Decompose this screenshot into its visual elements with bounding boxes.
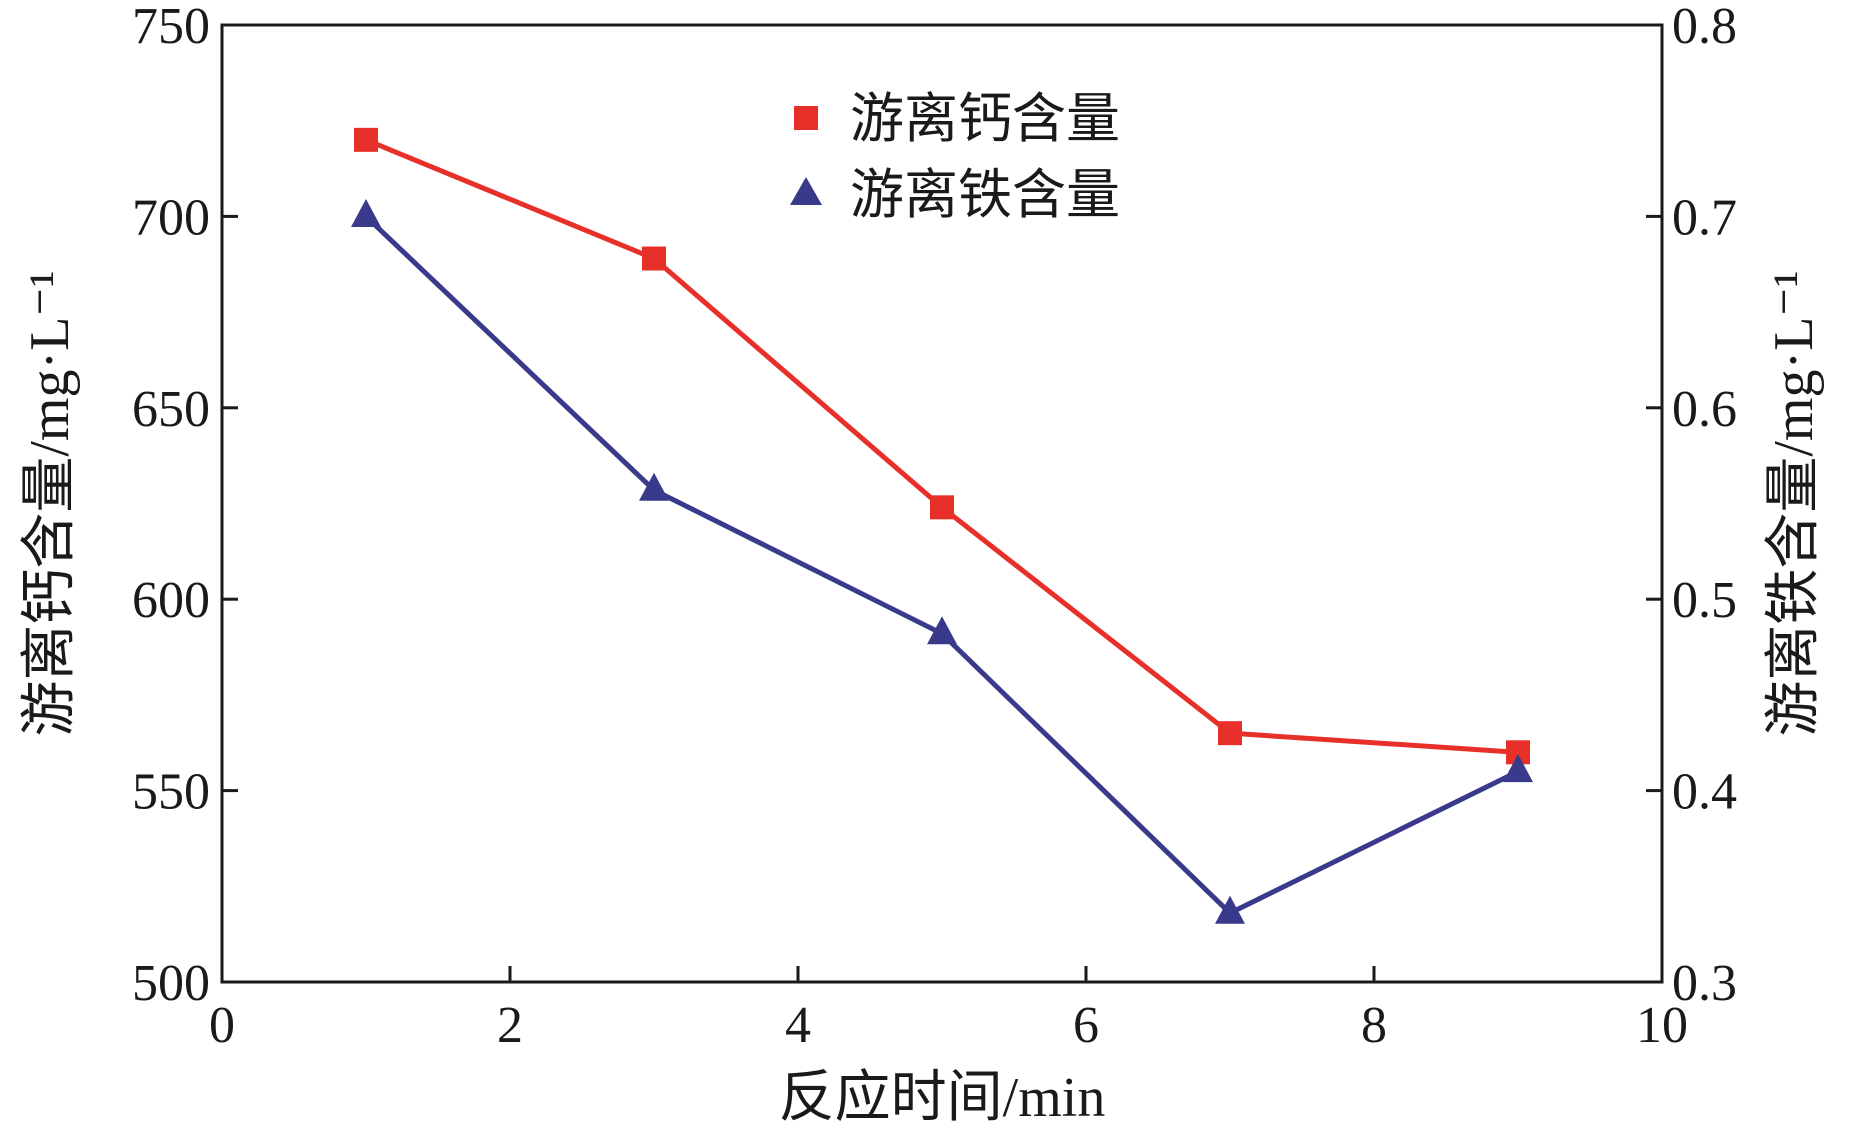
x-tick-label: 4	[785, 997, 811, 1054]
y-right-tick-label: 0.4	[1672, 764, 1737, 821]
y-left-tick-label: 600	[132, 572, 210, 629]
y-right-tick-label: 0.7	[1672, 189, 1737, 246]
y-left-tick-label: 650	[132, 381, 210, 438]
axes-layer: 0 2 4 6 8 10 500 550 600 650 700 750 0.3 0.4 0.5 0.6 0.7…	[132, 0, 1737, 1054]
x-tick-label: 6	[1073, 997, 1099, 1054]
data-point-triangle	[927, 616, 957, 645]
data-point-triangle	[1503, 754, 1533, 783]
data-point-square	[354, 127, 378, 152]
data-point-triangle	[351, 199, 381, 228]
plot-frame	[220, 23, 1664, 984]
axis-titles: 反应时间/min 游离钙含量/mg·L⁻¹ 游离铁含量/mg·L⁻¹	[19, 270, 1825, 1129]
y-left-tick-label: 550	[132, 764, 210, 821]
data-point-square	[930, 495, 954, 520]
y-left-tick-label: 700	[132, 189, 210, 246]
y-right-tick-label: 0.5	[1672, 572, 1737, 629]
data-point-square	[1218, 721, 1242, 746]
y-left-tick-label: 750	[132, 0, 210, 55]
legend-marker-square	[794, 106, 818, 130]
series-line-triangle	[364, 214, 1520, 916]
y-left-tick-label: 500	[132, 955, 210, 1012]
x-tick-label: 0	[209, 997, 235, 1054]
y-right-tick-label: 0.3	[1672, 955, 1737, 1012]
data-point-triangle	[1215, 895, 1245, 924]
x-tick-label: 10	[1636, 997, 1688, 1054]
y-left-axis-title: 游离钙含量/mg·L⁻¹	[19, 270, 81, 736]
x-tick-label: 8	[1361, 997, 1387, 1054]
data-point-square	[642, 246, 666, 271]
series-layer	[351, 127, 1533, 924]
series-line-square	[365, 137, 1519, 755]
y-right-tick-label: 0.8	[1672, 0, 1737, 55]
x-axis-title: 反应时间/min	[779, 1067, 1106, 1129]
legend-label: 游离铁含量	[850, 163, 1120, 226]
x-tick-label: 2	[497, 997, 523, 1054]
data-point-triangle	[639, 472, 669, 501]
y-right-tick-label: 0.6	[1672, 381, 1737, 438]
legend-label: 游离钙含量	[850, 87, 1120, 150]
legend-marker-triangle	[790, 177, 822, 205]
y-right-axis-title: 游离铁含量/mg·L⁻¹	[1763, 270, 1825, 736]
